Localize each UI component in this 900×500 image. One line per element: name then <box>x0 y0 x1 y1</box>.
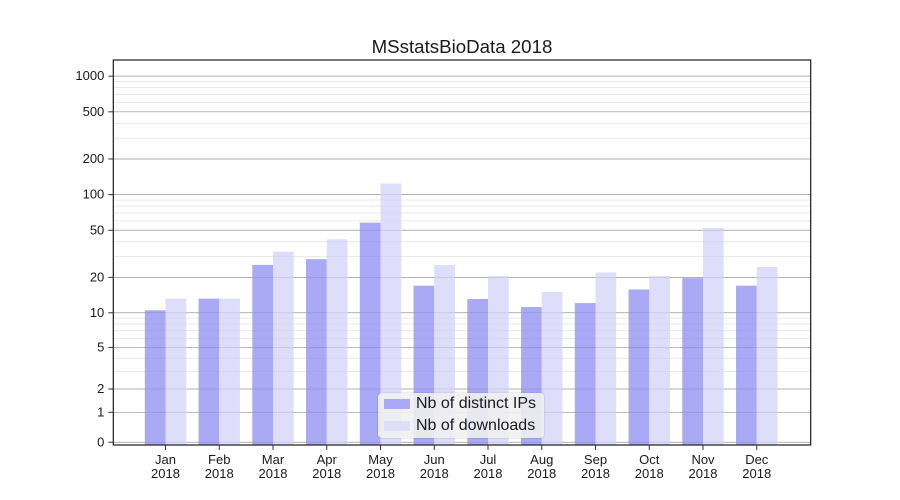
svg-text:Apr: Apr <box>317 452 338 467</box>
svg-text:500: 500 <box>83 104 105 119</box>
svg-text:2018: 2018 <box>581 466 610 481</box>
svg-text:Jul: Jul <box>480 452 497 467</box>
svg-text:100: 100 <box>83 187 105 202</box>
svg-text:2018: 2018 <box>312 466 341 481</box>
svg-text:Dec: Dec <box>745 452 769 467</box>
svg-text:1: 1 <box>97 404 104 419</box>
svg-text:Jan: Jan <box>155 452 176 467</box>
svg-text:2018: 2018 <box>366 466 395 481</box>
svg-text:Sep: Sep <box>584 452 607 467</box>
svg-text:Aug: Aug <box>530 452 553 467</box>
svg-text:Mar: Mar <box>262 452 285 467</box>
svg-text:2018: 2018 <box>259 466 288 481</box>
svg-text:2018: 2018 <box>742 466 771 481</box>
svg-text:2018: 2018 <box>635 466 664 481</box>
svg-text:2018: 2018 <box>474 466 503 481</box>
svg-text:Jun: Jun <box>424 452 445 467</box>
svg-text:0: 0 <box>97 434 104 449</box>
svg-text:2: 2 <box>97 381 104 396</box>
svg-text:10: 10 <box>90 305 104 320</box>
svg-text:2018: 2018 <box>689 466 718 481</box>
svg-text:50: 50 <box>90 222 104 237</box>
svg-text:Oct: Oct <box>639 452 660 467</box>
svg-text:5: 5 <box>97 339 104 354</box>
svg-text:2018: 2018 <box>420 466 449 481</box>
svg-text:Nov: Nov <box>691 452 715 467</box>
svg-text:Feb: Feb <box>208 452 230 467</box>
svg-text:2018: 2018 <box>151 466 180 481</box>
svg-text:May: May <box>368 452 393 467</box>
svg-text:1000: 1000 <box>75 68 104 83</box>
svg-text:2018: 2018 <box>205 466 234 481</box>
svg-text:20: 20 <box>90 269 104 284</box>
svg-text:2018: 2018 <box>527 466 556 481</box>
svg-text:200: 200 <box>83 151 105 166</box>
